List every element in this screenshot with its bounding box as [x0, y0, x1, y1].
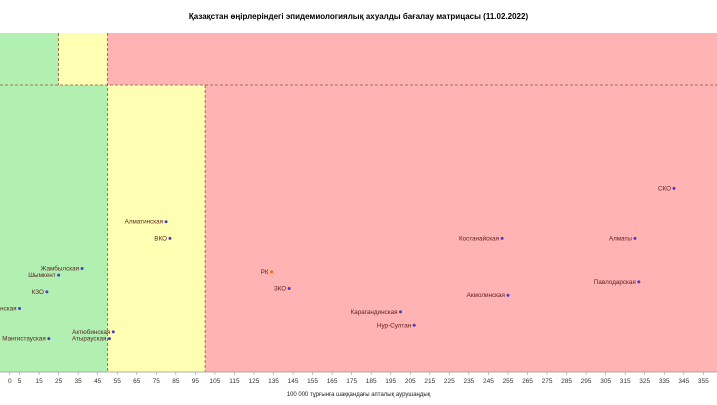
zone-rect-3 — [0, 33, 59, 85]
x-tick-label: 15 — [35, 378, 43, 385]
x-tick-label: 55 — [114, 378, 122, 385]
x-tick-label: 75 — [153, 378, 161, 385]
zone-rect-4 — [58, 33, 108, 85]
x-tick-label: 65 — [133, 378, 141, 385]
data-point-Атырауская — [107, 337, 111, 341]
x-tick-label: 155 — [307, 378, 318, 385]
point-label: ЗКО — [274, 286, 286, 293]
x-tick-label: 335 — [659, 378, 670, 385]
x-tick-label: 195 — [385, 378, 396, 385]
zone-rect-0 — [0, 85, 108, 372]
point-label: Алматинская — [125, 219, 163, 226]
x-tick-label: 295 — [581, 378, 592, 385]
data-point-Павлодарская — [637, 280, 641, 284]
data-point-Карагандинская — [399, 310, 403, 314]
point-label: Карагандинская — [351, 309, 398, 316]
x-tick-label: 215 — [424, 378, 435, 385]
zone-rect-1 — [107, 85, 206, 372]
data-point-Жамбылская — [80, 266, 84, 270]
data-point-Алматы — [633, 236, 637, 240]
x-tick-label: 305 — [600, 378, 611, 385]
x-tick-label: 45 — [94, 378, 102, 385]
x-tick-label: 275 — [542, 378, 553, 385]
x-tick-label: 125 — [249, 378, 260, 385]
data-point-Шымкент — [57, 273, 61, 277]
data-point-Актюбинская — [111, 330, 115, 334]
point-label: Нур-Султан — [377, 322, 412, 329]
x-tick-label: 25 — [55, 378, 63, 385]
zone-rect-5 — [107, 33, 717, 85]
x-tick-label: 105 — [209, 378, 220, 385]
data-points: СКО Алматы Костанайская Павлодарская Акмолин… — [0, 185, 676, 343]
data-point-Мангистауская — [47, 337, 51, 341]
point-label: Павлодарская — [594, 279, 636, 286]
data-point-ЗКО — [287, 287, 291, 291]
point-label: Алматы — [609, 235, 632, 242]
x-tick-label: 345 — [678, 378, 689, 385]
risk-zones — [0, 33, 717, 372]
x-tick-label: 285 — [561, 378, 572, 385]
x-tick-label: 225 — [444, 378, 455, 385]
x-tick-label: 325 — [639, 378, 650, 385]
data-point-Туркестанская — [18, 307, 22, 311]
zone-rect-2 — [205, 85, 717, 372]
point-label: Актюбинская — [72, 328, 110, 336]
point-label: РК — [261, 269, 269, 276]
point-label: Атырауская — [72, 336, 106, 343]
x-tick-label: 5 — [18, 378, 22, 385]
point-label: Жамбылская — [41, 264, 79, 272]
x-tick-label: 115 — [229, 378, 240, 385]
x-tick-label: 355 — [698, 378, 709, 385]
data-point-КЗО — [45, 290, 49, 294]
point-label: Акмолинская — [467, 292, 505, 299]
x-tick-label: 315 — [620, 378, 631, 385]
x-axis: 0 5 15 25 35 45 55 65 75 85 95 105 115 125 135 145 155 16… — [0, 371, 717, 385]
point-label: Шымкент — [28, 272, 55, 279]
data-point-Костанайская — [500, 236, 504, 240]
x-tick-label: 165 — [327, 378, 338, 385]
point-label: ВКО — [154, 235, 167, 242]
point-label: СКО — [658, 185, 671, 192]
chart-title: Қазақстан өңірлеріндегі эпидемиологиялық… — [188, 12, 529, 21]
x-tick-label: 235 — [463, 378, 474, 385]
data-point-СКО — [672, 186, 676, 190]
x-tick-label: 145 — [288, 378, 299, 385]
data-point-РК — [270, 270, 274, 274]
point-label: Костанайская — [459, 234, 499, 242]
x-tick-label: 35 — [75, 378, 83, 385]
data-point-Алматинская — [164, 220, 168, 224]
x-tick-label: 205 — [405, 378, 416, 385]
x-axis-label: 100 000 тұрғынға шаққандағы апталық ауру… — [286, 392, 431, 398]
x-tick-label: 135 — [268, 378, 279, 385]
x-tick-label: 245 — [483, 378, 494, 385]
x-tick-label: 255 — [503, 378, 514, 385]
data-point-Акмолинская — [506, 293, 510, 297]
point-label: КЗО — [32, 289, 44, 296]
x-tick-label: 85 — [172, 378, 180, 385]
point-label: Туркестанская — [0, 306, 17, 313]
point-label: Мангистауская — [2, 336, 46, 343]
x-tick-label: 175 — [346, 378, 357, 385]
x-tick-label: 265 — [522, 378, 533, 385]
data-point-Нур-Султан — [412, 323, 416, 327]
data-point-ВКО — [168, 236, 172, 240]
x-tick-label: 0 — [8, 378, 12, 385]
x-tick-label: 95 — [192, 378, 200, 385]
zone-dividers — [0, 33, 717, 372]
x-tick-label: 185 — [366, 378, 377, 385]
